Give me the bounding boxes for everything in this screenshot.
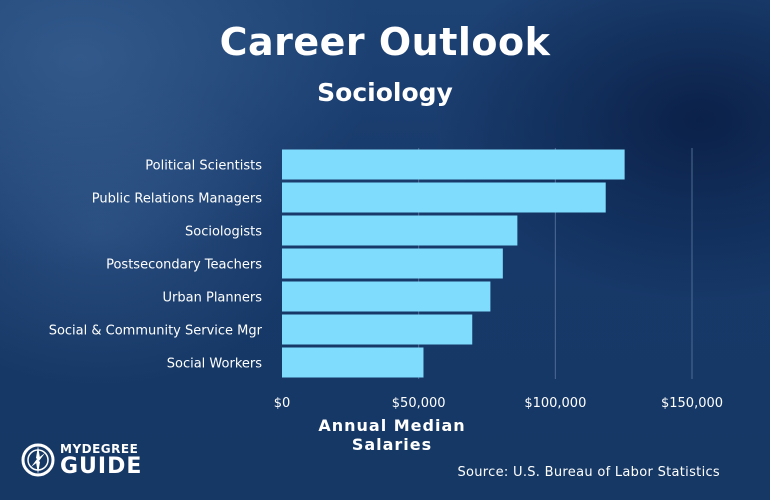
logo-text-bottom: GUIDE bbox=[60, 454, 143, 479]
category-label: Political Scientists bbox=[145, 159, 262, 174]
bar bbox=[282, 215, 518, 246]
category-label: Urban Planners bbox=[163, 291, 263, 306]
chart-title: Career Outlook bbox=[219, 20, 551, 64]
tick-label: $0 bbox=[274, 396, 291, 411]
bar bbox=[282, 281, 491, 312]
bar bbox=[282, 248, 503, 279]
bar bbox=[282, 314, 473, 345]
source-note: Source: U.S. Bureau of Labor Statistics bbox=[457, 465, 720, 480]
category-label: Public Relations Managers bbox=[92, 192, 262, 207]
category-label: Sociologists bbox=[185, 225, 262, 240]
tick-label: $150,000 bbox=[661, 396, 723, 411]
brand-logo[interactable]: MYDEGREE GUIDE bbox=[20, 440, 170, 484]
tick-label: $100,000 bbox=[524, 396, 586, 411]
bar bbox=[282, 182, 606, 213]
category-label: Social & Community Service Mgr bbox=[49, 324, 263, 339]
bar bbox=[282, 149, 625, 180]
x-axis-label: Annual Median Salaries bbox=[318, 416, 466, 454]
tick-label: $50,000 bbox=[392, 396, 446, 411]
category-label: Postsecondary Teachers bbox=[106, 258, 262, 273]
chart-subtitle: Sociology bbox=[317, 78, 453, 107]
compass-icon bbox=[21, 443, 55, 477]
bar bbox=[282, 347, 424, 378]
logo-text-top: MYDEGREE bbox=[60, 442, 139, 456]
category-label: Social Workers bbox=[167, 357, 262, 372]
